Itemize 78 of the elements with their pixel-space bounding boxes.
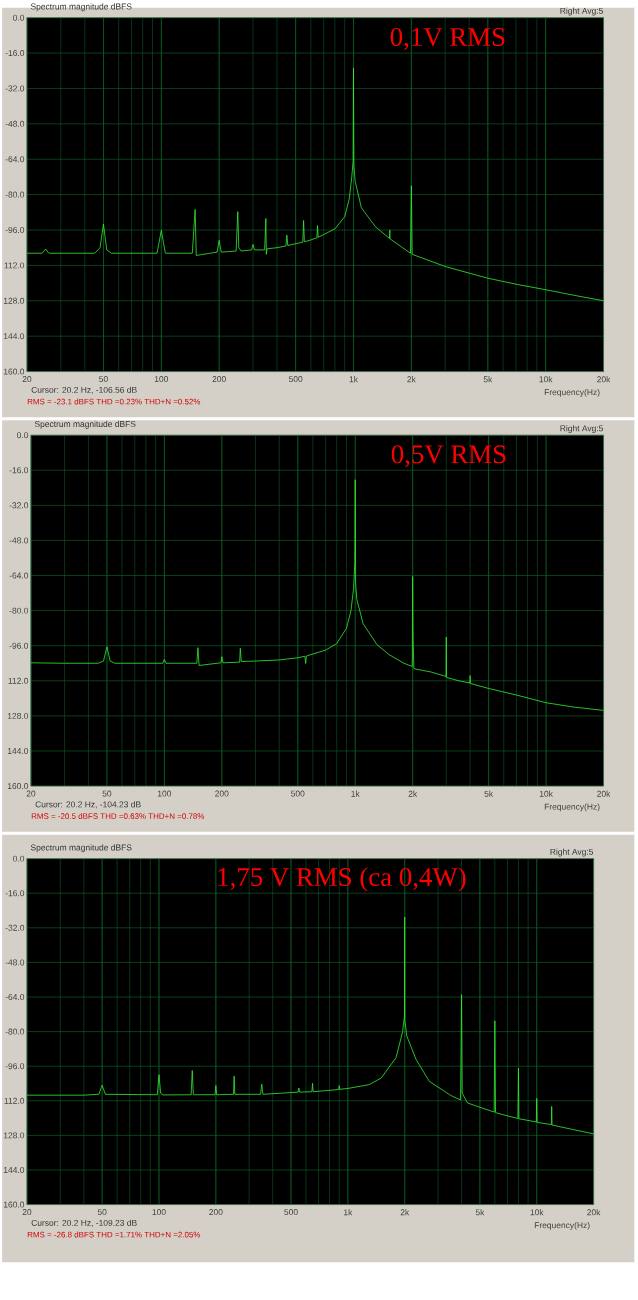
- y-tick-label: 160.0: [3, 1201, 24, 1208]
- y-tick-label: -16.0: [9, 467, 28, 474]
- x-tick-label: 20k: [596, 376, 611, 383]
- text: Right Avg:5: [560, 7, 603, 16]
- text: Cursor: 20.2 Hz, -104.23 dB: [35, 801, 141, 809]
- x-tick-label: 20: [22, 376, 32, 383]
- y-tick-label: 128.0: [3, 297, 24, 304]
- y-tick-label: -96.0: [9, 642, 28, 649]
- x-tick-label: 10k: [530, 1209, 544, 1216]
- x-tick-label: 100: [157, 790, 171, 797]
- x-tick-label: 5k: [484, 790, 493, 797]
- x-tick-label: 100: [154, 376, 168, 383]
- annotation: 0,1V RMS: [390, 27, 505, 50]
- x-tick-label: 200: [209, 1209, 223, 1216]
- x-tick-label: 2k: [407, 376, 416, 383]
- x-tick-label: 500: [284, 1209, 298, 1216]
- x-tick-label: 2k: [400, 1209, 410, 1216]
- x-tick-label: 200: [212, 376, 226, 383]
- x-axis-title: Frequency(Hz): [544, 388, 600, 397]
- x-tick-label: 20k: [596, 790, 611, 797]
- y-tick-label: -64.0: [9, 572, 28, 579]
- x-tick-label: 1k: [349, 376, 358, 383]
- x-axis-title: Frequency(Hz): [534, 1221, 590, 1230]
- y-tick-label: -96.0: [5, 1063, 24, 1070]
- y-tick-label: 112.0: [4, 262, 24, 269]
- x-tick-label: 1k: [351, 790, 360, 797]
- text: Cursor: 20.2 Hz, -109.23 dB: [31, 1219, 137, 1227]
- y-tick-label: -80.0: [9, 607, 28, 614]
- x-tick-label: 5k: [483, 376, 493, 383]
- y-tick-label: -80.0: [5, 1028, 24, 1035]
- y-tick-label: -96.0: [5, 227, 24, 233]
- y-tick-label: -48.0: [9, 537, 28, 544]
- y-tick-label: -32.0: [5, 85, 24, 92]
- chart-title: Spectrum magnitude dBFS: [30, 3, 132, 12]
- x-tick-label: 2k: [408, 790, 417, 797]
- y-tick-label: -32.0: [5, 924, 24, 931]
- x-tick-label: 50: [102, 790, 112, 797]
- y-tick-label: 128.0: [7, 712, 28, 719]
- y-tick-label: -32.0: [9, 502, 28, 509]
- x-tick-label: 5k: [475, 1209, 485, 1216]
- x-tick-label: 20k: [587, 1209, 601, 1216]
- x-tick-label: 1k: [343, 1209, 353, 1216]
- chart-title: Spectrum magnitude dBFS: [34, 420, 136, 429]
- y-tick-label: -64.0: [5, 994, 24, 1000]
- annotation: 0,5V RMS: [391, 445, 506, 468]
- x-tick-label: 10k: [539, 376, 553, 383]
- x-tick-label: 50: [97, 1209, 107, 1216]
- y-tick-label: 144.0: [3, 1166, 24, 1173]
- x-tick-label: 100: [152, 1209, 166, 1216]
- y-tick-label: 0.0: [12, 855, 24, 862]
- y-tick-label: -80.0: [5, 191, 24, 198]
- text: Cursor: 20.2 Hz, -106.56 dB: [31, 386, 137, 394]
- y-tick-label: 112.0: [4, 1097, 24, 1104]
- y-tick-label: -16.0: [5, 50, 24, 57]
- y-tick-label: -48.0: [5, 120, 24, 127]
- text: Right Avg:5: [560, 425, 603, 433]
- y-tick-label: -64.0: [5, 156, 24, 163]
- x-tick-label: 20: [22, 1209, 32, 1216]
- y-tick-label: 160.0: [3, 368, 24, 375]
- x-tick-label: 500: [290, 790, 305, 797]
- y-tick-label: 144.0: [7, 748, 28, 754]
- y-tick-label: 0.0: [12, 14, 24, 21]
- y-tick-label: 144.0: [3, 333, 24, 340]
- y-tick-label: 160.0: [7, 783, 28, 790]
- y-tick-label: -48.0: [5, 959, 24, 966]
- x-tick-label: 500: [288, 376, 303, 383]
- text: Right Avg:5: [550, 848, 593, 857]
- y-tick-label: -16.0: [5, 890, 24, 897]
- x-tick-label: 10k: [539, 790, 553, 797]
- x-tick-label: 20: [26, 790, 36, 797]
- chart-title: Spectrum magnitude dBFS: [30, 844, 132, 853]
- x-axis-title: Frequency(Hz): [544, 803, 600, 812]
- x-tick-label: 200: [215, 790, 229, 797]
- x-tick-label: 50: [98, 376, 108, 383]
- annotation: 1,75 V RMS (ca 0,4W): [218, 867, 466, 892]
- y-tick-label: 128.0: [3, 1132, 24, 1139]
- y-tick-label: 0.0: [16, 432, 28, 439]
- y-tick-label: 112.0: [8, 677, 28, 684]
